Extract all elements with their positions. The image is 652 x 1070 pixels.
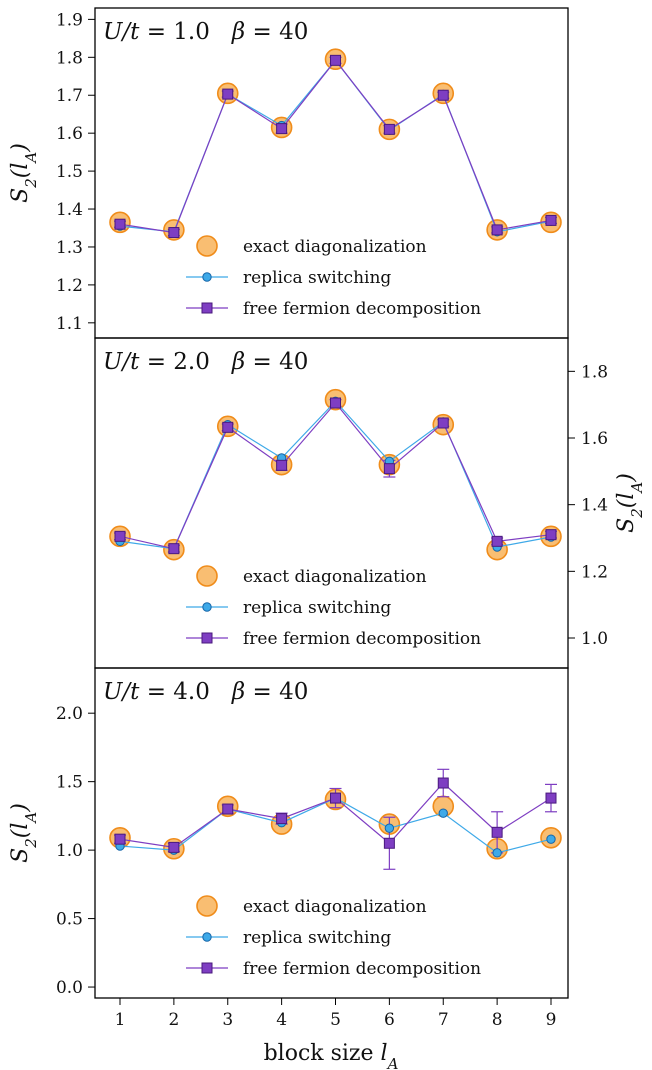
legend-marker-exact-diagonalization: [196, 565, 218, 587]
x-tick-label: 9: [546, 1010, 557, 1030]
point-free-fermion: [383, 837, 395, 849]
x-tick-label: 1: [115, 1010, 126, 1030]
panel-title: U/t = 4.0 β = 40: [103, 679, 308, 705]
legend-label: free fermion decomposition: [243, 629, 481, 649]
point-replica-switching: [492, 848, 502, 858]
legend-marker-exact-diagonalization: [196, 235, 218, 257]
y-axis-label: S2(lA): [614, 473, 646, 533]
legend-label: replica switching: [243, 928, 391, 948]
point-free-fermion: [276, 813, 288, 825]
point-free-fermion: [222, 421, 234, 433]
panel-1: 1.1 1.2 1.3 1.4 1.5 1.6 1.7 1.8 1.9 S2(lA) U/t = 1…: [8, 7, 569, 339]
panel-title: U/t = 1.0 β = 40: [103, 19, 308, 45]
point-free-fermion: [330, 792, 341, 804]
legend-label: exact diagonalization: [243, 897, 427, 917]
point-free-fermion: [491, 826, 503, 838]
legend-label: replica switching: [243, 598, 391, 618]
y-axis-label: S2(lA): [8, 143, 40, 203]
y-tick-label: 1.3: [56, 238, 83, 258]
x-tick-label: 6: [384, 1010, 395, 1030]
point-free-fermion: [330, 54, 341, 66]
legend-marker-replica-switching: [202, 602, 212, 612]
x-tick-label: 2: [168, 1010, 179, 1030]
point-free-fermion: [383, 463, 395, 475]
legend-label: replica switching: [243, 268, 391, 288]
x-tick-label: 4: [276, 1010, 287, 1030]
series-line-free-fermion: [119, 59, 552, 234]
x-tick-label: 3: [222, 1010, 233, 1030]
legend-label: exact diagonalization: [243, 237, 427, 257]
y-tick-label: 1.8: [56, 48, 83, 68]
panel-3: 0.0 0.5 1.0 1.5 2.0 S2(lA) U/t = 4.0 β = 40 1 2 3 4…: [8, 667, 569, 1070]
point-free-fermion: [330, 397, 341, 409]
y-tick-label: 0.5: [56, 910, 83, 930]
y-tick-label: 1.2: [581, 562, 608, 582]
legend-marker-free-fermion: [201, 302, 213, 314]
legend-label: free fermion decomposition: [243, 959, 481, 979]
y-tick-label: 1.8: [581, 362, 608, 382]
x-axis-label: block size lA: [264, 1041, 399, 1070]
x-tick-label: 5: [330, 1010, 341, 1030]
point-replica-switching: [384, 823, 395, 833]
point-free-fermion: [437, 417, 449, 429]
y-tick-label: 0.0: [56, 978, 83, 998]
legend-marker-free-fermion: [201, 962, 213, 974]
point-replica-switching: [438, 808, 448, 818]
point-replica-switching: [546, 834, 556, 844]
legend-marker-free-fermion: [201, 632, 213, 644]
legend-label: free fermion decomposition: [243, 299, 481, 319]
legend-marker-replica-switching: [202, 272, 212, 282]
point-free-fermion: [114, 833, 126, 845]
panel-2: 1.0 1.2 1.4 1.6 1.8 S2(lA) U/t = 2.0 β = 40 exac…: [94, 337, 646, 669]
point-free-fermion: [114, 530, 126, 542]
series-line-replica-switching: [119, 400, 552, 550]
series-line-free-fermion: [119, 402, 552, 550]
y-tick-label: 1.2: [56, 276, 83, 296]
point-free-fermion: [114, 218, 126, 230]
y-tick-label: 1.9: [56, 10, 83, 30]
point-free-fermion: [276, 123, 288, 135]
y-tick-label: 1.6: [581, 429, 608, 449]
point-free-fermion: [437, 777, 449, 789]
point-free-fermion: [276, 459, 288, 471]
panel-frame: [94, 667, 569, 999]
panel-frame: [94, 337, 569, 669]
y-tick-label: 1.0: [56, 841, 83, 861]
y-tick-label: 1.5: [56, 162, 83, 182]
y-tick-label: 1.6: [56, 124, 83, 144]
y-tick-label: 1.0: [581, 629, 608, 649]
point-free-fermion: [545, 529, 557, 541]
panel-title: U/t = 2.0 β = 40: [103, 349, 308, 375]
point-free-fermion: [437, 89, 449, 101]
y-tick-label: 1.5: [56, 773, 83, 793]
point-free-fermion: [168, 227, 180, 239]
x-tick-label: 8: [492, 1010, 503, 1030]
x-tick-label: 7: [438, 1010, 449, 1030]
point-free-fermion: [491, 224, 503, 236]
point-free-fermion: [168, 543, 180, 555]
point-free-fermion: [168, 841, 180, 853]
legend-label: exact diagonalization: [243, 567, 427, 587]
y-tick-label: 1.1: [56, 314, 83, 334]
point-free-fermion: [222, 803, 234, 815]
point-free-fermion: [545, 214, 557, 226]
y-tick-label: 1.7: [56, 86, 83, 106]
legend-marker-exact-diagonalization: [196, 895, 218, 917]
point-free-fermion: [383, 123, 395, 135]
legend-marker-replica-switching: [202, 932, 212, 942]
y-tick-label: 1.4: [56, 200, 83, 220]
y-tick-label: 2.0: [56, 704, 83, 724]
point-free-fermion: [222, 88, 234, 100]
y-axis-label: S2(lA): [8, 803, 40, 863]
y-tick-label: 1.4: [581, 496, 608, 516]
point-free-fermion: [491, 535, 503, 547]
point-free-fermion: [545, 792, 557, 804]
